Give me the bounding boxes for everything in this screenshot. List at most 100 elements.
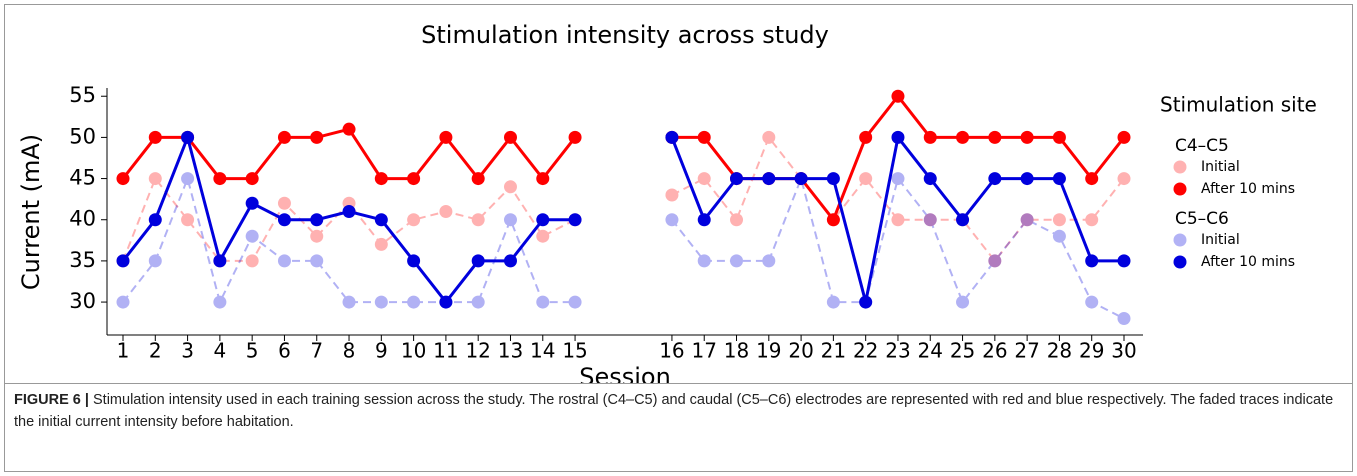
series-line [122, 135, 1125, 263]
data-point [568, 130, 582, 144]
data-point [730, 213, 744, 227]
data-point [826, 172, 840, 186]
data-point [923, 213, 937, 227]
x-tick-label: 3 [181, 339, 194, 363]
data-point [1085, 213, 1099, 227]
x-tick-label: 4 [214, 339, 227, 363]
x-tick-label: 6 [278, 339, 291, 363]
data-point [407, 254, 421, 268]
data-point [697, 213, 711, 227]
data-point [116, 295, 130, 309]
x-tick-label: 19 [756, 339, 781, 363]
data-point [245, 172, 259, 186]
data-point [1085, 254, 1099, 268]
x-tick-label: 27 [1014, 339, 1039, 363]
data-point [471, 213, 485, 227]
data-point [1052, 229, 1066, 243]
data-point [1020, 213, 1034, 227]
legend-title: Stimulation site [1160, 93, 1317, 117]
y-tick-label: 50 [69, 124, 96, 148]
data-point [665, 130, 679, 144]
data-point [342, 122, 356, 136]
x-tick-label: 10 [401, 339, 426, 363]
data-point [181, 130, 195, 144]
data-point [988, 172, 1002, 186]
data-point [213, 172, 227, 186]
data-point [1117, 254, 1131, 268]
data-point [213, 254, 227, 268]
data-point [310, 229, 324, 243]
x-tick-label: 28 [1047, 339, 1072, 363]
data-point [762, 130, 776, 144]
data-point [665, 188, 679, 202]
x-tick-label: 24 [918, 339, 943, 363]
data-point [956, 295, 970, 309]
data-point [923, 130, 937, 144]
data-point [891, 172, 905, 186]
legend-marker [1173, 255, 1187, 269]
data-point [245, 229, 259, 243]
x-tick-label: 29 [1079, 339, 1104, 363]
data-point [148, 213, 162, 227]
data-point [1052, 172, 1066, 186]
data-point [503, 254, 517, 268]
data-point [826, 213, 840, 227]
x-tick-label: 5 [246, 339, 259, 363]
data-point [374, 172, 388, 186]
x-tick-label: 23 [885, 339, 910, 363]
data-point [891, 213, 905, 227]
x-tick-label: 18 [724, 339, 749, 363]
legend-label: Initial [1201, 232, 1240, 248]
data-point [730, 254, 744, 268]
data-point [439, 130, 453, 144]
data-point [471, 172, 485, 186]
frame [4, 4, 1353, 472]
data-point [568, 295, 582, 309]
x-tick-label: 14 [530, 339, 555, 363]
data-point [988, 130, 1002, 144]
series [116, 89, 1131, 227]
data-point [148, 172, 162, 186]
data-point [471, 295, 485, 309]
data-point [245, 254, 259, 268]
data-point [762, 172, 776, 186]
data-point [891, 130, 905, 144]
data-point [503, 213, 517, 227]
legend-marker [1173, 182, 1187, 196]
y-tick-label: 30 [69, 289, 96, 313]
data-point [568, 213, 582, 227]
x-tick-label: 7 [310, 339, 323, 363]
x-tick-label: 16 [659, 339, 684, 363]
series [116, 172, 1131, 326]
data-point [374, 237, 388, 251]
data-point [181, 172, 195, 186]
data-point [1085, 172, 1099, 186]
data-point [374, 213, 388, 227]
series-line [121, 132, 1124, 305]
data-point [1117, 130, 1131, 144]
data-point [1117, 312, 1131, 326]
chart-title: Stimulation intensity across study [421, 21, 829, 49]
data-point [439, 205, 453, 218]
data-point [310, 213, 324, 227]
data-point [181, 213, 195, 227]
series-line [121, 93, 1126, 223]
data-point [536, 295, 550, 309]
y-tick-label: 45 [69, 166, 96, 190]
data-point [697, 254, 711, 268]
data-point [988, 254, 1002, 268]
data-point [988, 254, 1002, 268]
data-point [956, 130, 970, 144]
data-point [213, 295, 227, 309]
separator [4, 383, 1353, 384]
x-tick-label: 30 [1111, 339, 1136, 363]
x-tick-label: 11 [433, 339, 458, 363]
data-point [407, 172, 421, 186]
data-point [342, 295, 356, 309]
caption-label: FIGURE 6 | [14, 392, 89, 408]
data-point [923, 172, 937, 186]
data-point [794, 172, 808, 186]
data-point [116, 254, 130, 268]
data-point [697, 130, 711, 144]
data-point [148, 254, 162, 268]
